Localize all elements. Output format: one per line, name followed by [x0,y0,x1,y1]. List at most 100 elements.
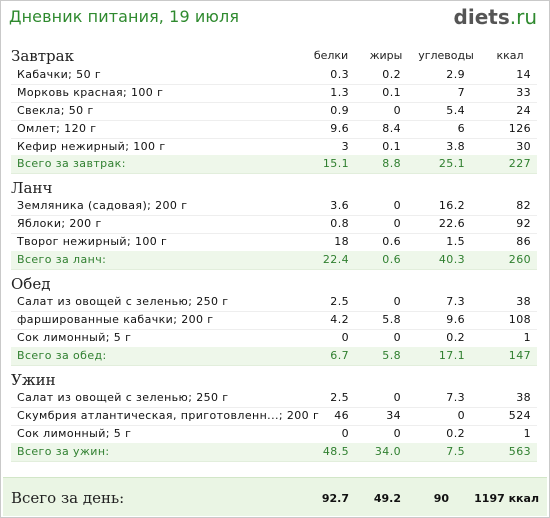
food-name[interactable]: Яблоки; 200 г [17,217,102,230]
protein-value: 9.6 [330,122,349,135]
carbs-value: 3.8 [446,140,465,153]
meal-total-row: Всего за ужин: 48.5 34.0 7.5 563 [11,443,537,462]
carbs-value: 1.5 [446,235,465,248]
carbs-value: 0.2 [446,331,465,344]
carbs-value: 0.2 [446,427,465,440]
carbs-value: 9.6 [446,313,465,326]
fat-value: 0 [393,199,401,212]
meal-title-supper: Ужин [11,371,56,389]
fat-value: 8.4 [382,122,401,135]
table-row: Омлет; 120 г 9.6 8.4 6 126 [11,120,537,139]
fat-total: 8.8 [382,157,401,170]
fat-value: 0 [393,331,401,344]
table-row: Творог нежирный; 100 г 18 0.6 1.5 86 [11,233,537,252]
protein-value: 0.8 [330,217,349,230]
kcal-value: 82 [516,199,531,212]
col-header-fat: жиры [369,49,403,62]
protein-total: 15.1 [322,157,349,170]
fat-value: 0 [393,217,401,230]
table-row: Кабачки; 50 г 0.3 0.2 2.9 14 [11,66,537,85]
kcal-value: 1 [523,331,531,344]
logo-tld: .ru [509,5,537,29]
kcal-value: 86 [516,235,531,248]
day-carbs-total: 90 [433,492,449,505]
table-row: Свекла; 50 г 0.9 0 5.4 24 [11,102,537,121]
day-fat-total: 49.2 [373,492,401,505]
page-title: Дневник питания, 19 июля [9,7,240,26]
carbs-total: 40.3 [438,253,465,266]
protein-value: 4.2 [330,313,349,326]
meal-total-label: Всего за ужин: [17,445,110,458]
logo-main: diets [453,5,510,29]
protein-value: 46 [334,409,349,422]
carbs-value: 7.3 [446,295,465,308]
protein-value: 2.5 [330,295,349,308]
fat-value: 0.2 [382,68,401,81]
protein-value: 3.6 [330,199,349,212]
food-name[interactable]: Кабачки; 50 г [17,68,102,81]
food-name[interactable]: Творог нежирный; 100 г [17,235,168,248]
kcal-value: 38 [516,295,531,308]
fat-value: 0.1 [382,140,401,153]
meal-total-label: Всего за ланч: [17,253,107,266]
food-name[interactable]: Салат из овощей с зеленью; 250 г [17,391,229,404]
carbs-value: 22.6 [438,217,465,230]
protein-value: 0 [341,331,349,344]
carbs-total: 17.1 [438,349,465,362]
day-total-row: Всего за день: 92.7 49.2 90 1197 ккал [3,477,547,516]
carbs-value: 6 [457,122,465,135]
fat-value: 0 [393,391,401,404]
food-name[interactable]: Сок лимонный; 5 г [17,427,132,440]
protein-value: 0.9 [330,104,349,117]
meal-title-lunch: Ланч [11,179,53,197]
carbs-value: 0 [457,409,465,422]
food-name[interactable]: Сок лимонный; 5 г [17,331,132,344]
food-name[interactable]: Кефир нежирный; 100 г [17,140,166,153]
col-header-kcal: ккал [496,49,524,62]
table-row: фаршированные кабачки; 200 г 4.2 5.8 9.6… [11,311,537,330]
table-row: Салат из овощей с зеленью; 250 г 2.5 0 7… [11,293,537,312]
table-row: Салат из овощей с зеленью; 250 г 2.5 0 7… [11,389,537,408]
protein-value: 1.3 [330,86,349,99]
table-row: Морковь красная; 100 г 1.3 0.1 7 33 [11,84,537,103]
day-kcal-total: 1197 ккал [474,492,539,505]
fat-total: 0.6 [382,253,401,266]
carbs-value: 16.2 [438,199,465,212]
meal-total-row: Всего за ланч: 22.4 0.6 40.3 260 [11,251,537,270]
day-protein-total: 92.7 [321,492,349,505]
food-name[interactable]: Салат из овощей с зеленью; 250 г [17,295,229,308]
food-name[interactable]: Морковь красная; 100 г [17,86,164,99]
protein-value: 2.5 [330,391,349,404]
food-name[interactable]: Земляника (садовая); 200 г [17,199,188,212]
fat-value: 0 [393,427,401,440]
fat-value: 0.6 [382,235,401,248]
table-row: Сок лимонный; 5 г 0 0 0.2 1 [11,425,537,444]
kcal-value: 126 [508,122,531,135]
carbs-value: 5.4 [446,104,465,117]
kcal-value: 524 [508,409,531,422]
protein-value: 0.3 [330,68,349,81]
kcal-value: 1 [523,427,531,440]
fat-value: 34 [386,409,401,422]
food-name[interactable]: Омлет; 120 г [17,122,97,135]
protein-value: 0 [341,427,349,440]
fat-value: 0.1 [382,86,401,99]
food-name[interactable]: Скумбрия атлантическая, приготовленн...;… [17,409,320,422]
kcal-value: 108 [508,313,531,326]
carbs-value: 7 [457,86,465,99]
protein-total: 48.5 [322,445,349,458]
food-name[interactable]: фаршированные кабачки; 200 г [17,313,214,326]
fat-total: 34.0 [374,445,401,458]
meal-title-breakfast: Завтрак [11,47,74,65]
meal-total-row: Всего за обед: 6.7 5.8 17.1 147 [11,347,537,366]
protein-value: 3 [341,140,349,153]
day-total-label: Всего за день: [11,489,125,507]
food-name[interactable]: Свекла; 50 г [17,104,94,117]
site-logo[interactable]: diets.ru [454,5,537,29]
meal-total-label: Всего за обед: [17,349,107,362]
col-header-protein: белки [313,49,349,62]
fat-total: 5.8 [382,349,401,362]
carbs-value: 2.9 [446,68,465,81]
table-row: Земляника (садовая); 200 г 3.6 0 16.2 82 [11,197,537,216]
